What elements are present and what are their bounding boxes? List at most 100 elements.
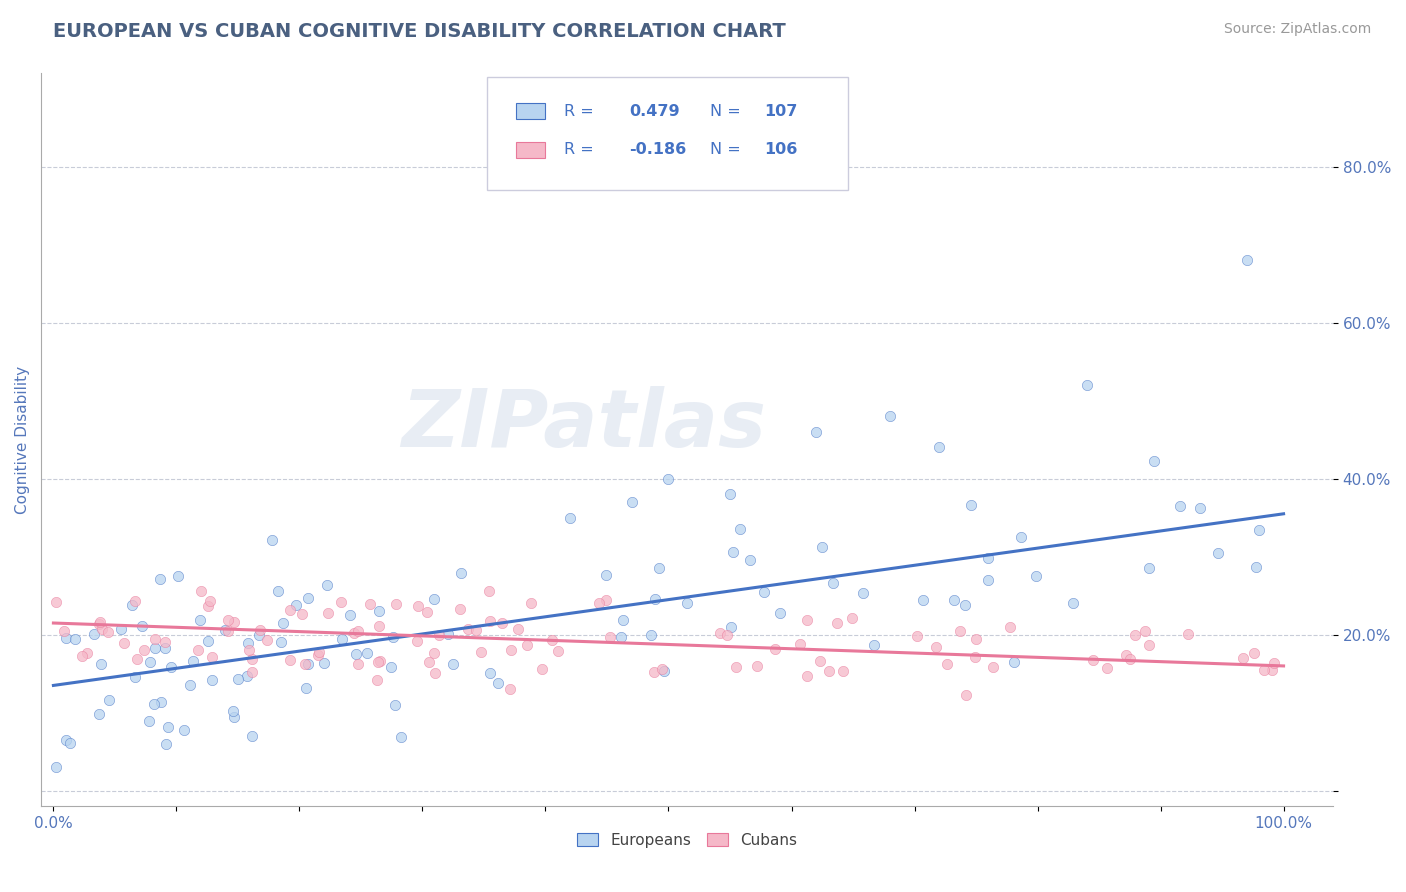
Point xyxy=(977,573,1000,587)
Text: Source: ZipAtlas.com: Source: ZipAtlas.com xyxy=(1223,22,1371,37)
Point xyxy=(316,607,339,621)
Point xyxy=(52,624,75,638)
Point xyxy=(368,619,391,633)
Point xyxy=(339,608,361,623)
Point xyxy=(754,585,776,599)
Point xyxy=(651,662,673,676)
Point xyxy=(145,640,167,655)
Point xyxy=(558,510,581,524)
Point xyxy=(1095,661,1118,675)
Point xyxy=(955,688,977,702)
Point xyxy=(55,732,77,747)
Point xyxy=(599,631,621,645)
Point xyxy=(1247,523,1270,537)
Point xyxy=(1115,648,1137,662)
Point xyxy=(214,624,236,638)
Point xyxy=(789,637,811,651)
Point xyxy=(76,646,98,660)
Point xyxy=(256,633,278,648)
Point xyxy=(763,641,786,656)
FancyBboxPatch shape xyxy=(486,77,848,190)
Point xyxy=(149,695,172,709)
Point xyxy=(863,638,886,652)
Point xyxy=(796,669,818,683)
Point xyxy=(217,613,239,627)
Point xyxy=(960,498,983,512)
Point xyxy=(422,646,444,660)
Point xyxy=(479,614,502,628)
Point xyxy=(942,593,965,607)
Point xyxy=(190,583,212,598)
Point xyxy=(911,592,934,607)
Point xyxy=(1062,596,1084,610)
Point xyxy=(222,710,245,724)
Point xyxy=(153,634,176,648)
Point xyxy=(470,644,492,658)
Point xyxy=(949,624,972,638)
Point xyxy=(70,649,93,664)
Point xyxy=(953,599,976,613)
Point xyxy=(1076,378,1098,392)
Point xyxy=(676,596,699,610)
Point xyxy=(1189,500,1212,515)
Point xyxy=(166,568,188,582)
Point xyxy=(644,591,666,606)
Point xyxy=(201,649,224,664)
Point xyxy=(1123,628,1146,642)
Point xyxy=(516,638,538,652)
Point xyxy=(501,642,523,657)
Point xyxy=(278,603,301,617)
Point xyxy=(314,657,336,671)
Point xyxy=(852,586,875,600)
Text: -0.186: -0.186 xyxy=(628,143,686,158)
Point xyxy=(87,706,110,721)
Point xyxy=(498,682,520,697)
Point xyxy=(297,657,319,671)
Point xyxy=(457,623,479,637)
Point xyxy=(437,627,460,641)
Point xyxy=(65,632,87,646)
Point xyxy=(143,632,166,647)
Point xyxy=(142,698,165,712)
Point xyxy=(547,643,569,657)
Point xyxy=(998,620,1021,634)
Point xyxy=(240,729,263,743)
Point xyxy=(124,670,146,684)
Point xyxy=(1143,454,1166,468)
Point xyxy=(124,593,146,607)
Text: 107: 107 xyxy=(765,103,797,119)
Point xyxy=(416,606,439,620)
Point xyxy=(89,616,111,631)
Point xyxy=(307,648,329,662)
Point xyxy=(1010,530,1032,544)
Point xyxy=(291,607,314,621)
Point xyxy=(709,626,731,640)
Point xyxy=(423,592,446,607)
Point xyxy=(721,545,744,559)
Point xyxy=(423,665,446,680)
Point xyxy=(249,623,271,637)
Point xyxy=(657,472,679,486)
FancyBboxPatch shape xyxy=(516,142,546,158)
Point xyxy=(90,657,112,671)
Text: N =: N = xyxy=(710,103,741,119)
Point xyxy=(811,540,834,554)
Point xyxy=(344,647,367,661)
Text: ZIPatlas: ZIPatlas xyxy=(401,386,766,464)
Point xyxy=(486,676,509,690)
Point xyxy=(530,662,553,676)
Point xyxy=(981,660,1004,674)
Point xyxy=(832,664,855,678)
Point xyxy=(157,720,180,734)
Point xyxy=(612,613,634,627)
Point xyxy=(181,654,204,668)
Text: R =: R = xyxy=(564,103,593,119)
Text: 106: 106 xyxy=(765,143,797,158)
Point xyxy=(240,652,263,666)
Point xyxy=(235,669,257,683)
Point xyxy=(818,664,841,678)
Point xyxy=(728,523,751,537)
Point xyxy=(740,553,762,567)
Point xyxy=(295,681,318,695)
Point xyxy=(226,672,249,686)
